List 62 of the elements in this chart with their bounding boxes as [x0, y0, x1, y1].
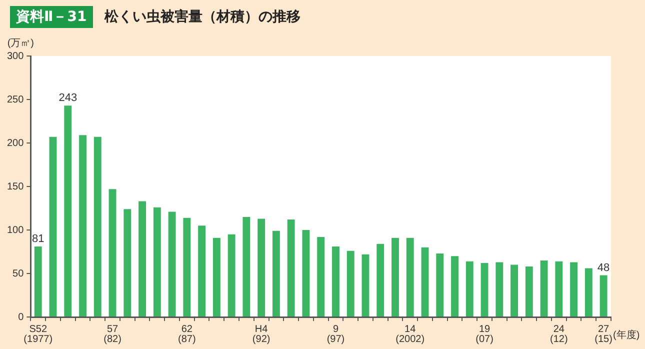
bar: [421, 247, 429, 316]
x-tick-label: 57 (82): [104, 324, 122, 345]
y-axis-title: (万㎥): [7, 38, 34, 49]
x-tick-label: 19 (07): [476, 324, 494, 345]
bar: [108, 189, 116, 316]
bar: [480, 263, 488, 316]
bar: [555, 261, 563, 316]
y-tick-label: 150: [6, 181, 24, 192]
bar: [258, 218, 266, 316]
bar: [600, 275, 608, 316]
y-tick-label: 100: [6, 224, 24, 236]
bar: [138, 201, 146, 316]
chart-title: 松くい虫被害量（材積）の推移: [104, 8, 301, 26]
y-tick-label: 300: [6, 50, 24, 62]
bar: [392, 238, 399, 316]
bar: [525, 266, 533, 316]
bar: [49, 136, 57, 316]
x-tick-label: H4 (92): [252, 324, 270, 345]
bar: [94, 136, 102, 316]
x-tick-label: 27 (15): [594, 324, 612, 345]
y-tick-label: 50: [12, 268, 24, 280]
bar: [496, 262, 504, 316]
y-tick-label: 0: [18, 312, 24, 323]
bar: [466, 261, 474, 316]
bar: [451, 256, 458, 316]
y-tick-label: 200: [6, 138, 24, 149]
bar: [153, 207, 161, 316]
bar: [570, 262, 578, 316]
bar: [376, 244, 384, 316]
bar: [168, 212, 176, 316]
x-tick-label: S52 (1977): [24, 324, 53, 345]
bar: [510, 264, 518, 316]
bar: [302, 230, 310, 316]
bar: [540, 260, 548, 316]
chart-subtitle: 資料Ⅱ－31: [10, 6, 93, 28]
bar: [64, 106, 72, 316]
data-label: 243: [58, 92, 78, 104]
bar: [362, 254, 370, 316]
data-label: 48: [597, 262, 610, 274]
bar: [346, 250, 354, 316]
bar: [228, 234, 236, 316]
bar: [584, 268, 592, 316]
y-tick-label: 250: [6, 94, 24, 106]
bar: [242, 216, 250, 316]
bar: [183, 218, 191, 316]
data-label: 81: [32, 233, 44, 246]
x-tick-label: 9 (97): [326, 324, 345, 345]
x-tick-label: 62 (87): [178, 324, 196, 345]
x-tick-label: 24 (12): [550, 324, 568, 345]
x-axis-title: (年度): [613, 328, 640, 341]
bar: [124, 209, 132, 316]
bar: [272, 230, 280, 316]
bar: [436, 253, 444, 316]
bar: [212, 238, 220, 316]
bar: [317, 236, 325, 316]
bar: [34, 246, 42, 316]
bar: [332, 246, 340, 316]
bar: [79, 135, 86, 316]
bar: [198, 226, 206, 316]
bar: [287, 220, 295, 316]
bar: [406, 238, 414, 316]
x-tick-label: 14 (2002): [396, 324, 425, 345]
